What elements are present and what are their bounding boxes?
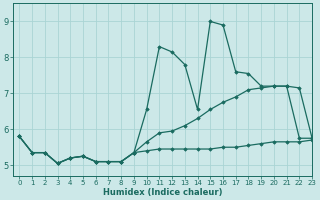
X-axis label: Humidex (Indice chaleur): Humidex (Indice chaleur) <box>103 188 222 197</box>
